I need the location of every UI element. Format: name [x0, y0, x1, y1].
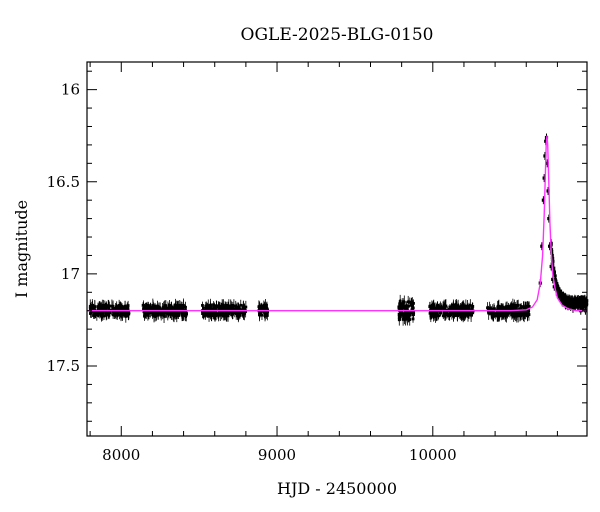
y-tick-label: 17.5: [47, 357, 80, 375]
data-point: [470, 308, 475, 317]
data-point: [152, 308, 156, 317]
chart-title: OGLE-2025-BLG-0150: [241, 25, 434, 45]
y-tick-label: 16.5: [47, 173, 80, 191]
data-point: [453, 304, 457, 313]
data-point: [402, 312, 406, 321]
data-point: [147, 304, 151, 313]
data-point: [549, 262, 553, 271]
data-point: [434, 304, 438, 313]
model-curve: [87, 135, 587, 312]
data-point: [409, 308, 413, 317]
tail-points: [549, 239, 589, 312]
x-axis-label: HJD - 2450000: [277, 479, 397, 498]
data-point: [126, 308, 130, 317]
data-point: [509, 304, 513, 313]
data-point: [98, 304, 102, 313]
data-point: [571, 304, 575, 313]
data-point: [217, 308, 221, 317]
data-point: [107, 308, 112, 317]
data-point: [498, 308, 502, 317]
data-point: [206, 304, 211, 313]
data-point: [438, 308, 443, 317]
data-point: [547, 214, 551, 223]
data-point: [239, 308, 243, 317]
data-point: [228, 304, 232, 313]
data-point: [397, 310, 401, 319]
data-point: [171, 308, 175, 317]
data-point: [117, 304, 121, 313]
data-point: [407, 314, 411, 323]
data-point: [546, 186, 550, 195]
data-point: [541, 196, 545, 205]
data-point: [400, 304, 404, 313]
plot-area: [87, 133, 589, 326]
plot-frame: [86, 61, 588, 437]
axis-ticks: 8000 9000 10000 16 16.5 17 17.5: [47, 62, 587, 464]
data-point: [526, 306, 530, 315]
data-point: [184, 308, 188, 317]
data-point: [265, 308, 269, 317]
data-point: [492, 304, 496, 313]
data-point: [429, 308, 433, 317]
y-tick-label: 16: [61, 81, 80, 99]
data-point: [93, 308, 98, 317]
x-tick-label: 8000: [102, 446, 140, 464]
data-point: [457, 308, 461, 317]
y-axis-label: I magnitude: [12, 200, 31, 298]
y-tick-label: 17: [61, 265, 80, 283]
data-point: [540, 242, 544, 251]
data-point: [548, 242, 552, 251]
data-point: [543, 151, 547, 160]
x-tick-label: 9000: [258, 446, 296, 464]
data-point: [166, 304, 170, 313]
data-point: [411, 310, 415, 319]
data-point: [542, 174, 546, 183]
x-tick-label: 10000: [409, 446, 457, 464]
data-point: [545, 159, 549, 168]
data-point: [261, 304, 265, 313]
